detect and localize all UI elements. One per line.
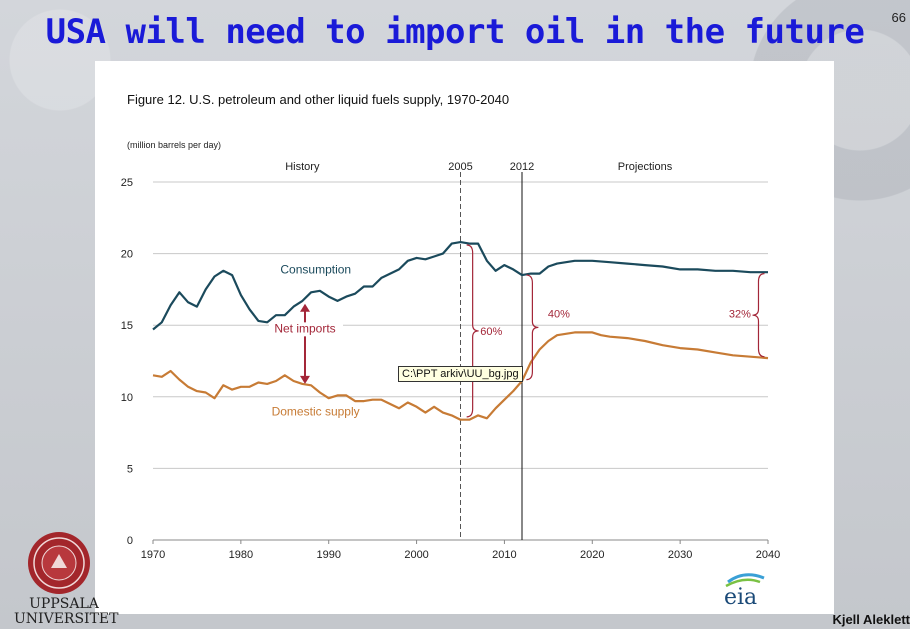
- net-imports-label-bg: [268, 322, 343, 337]
- y-tick-label: 20: [121, 249, 133, 261]
- x-tick-label: 1990: [316, 549, 340, 561]
- brace-2012: [526, 274, 539, 381]
- brace-2040: [752, 273, 765, 358]
- x-tick-label: 1980: [229, 549, 253, 561]
- domestic-supply-label: Domestic supply: [272, 404, 360, 418]
- y-tick-label: 10: [121, 392, 133, 404]
- figure-panel: [95, 61, 834, 614]
- reference-label-2005: 2005: [448, 161, 472, 173]
- university-name: UPPSALA UNIVERSITET: [14, 596, 119, 627]
- net-imports-arrow-head-up: [299, 303, 310, 312]
- brace-2005: [466, 244, 479, 418]
- page-number: 66: [891, 10, 906, 25]
- x-tick-label: 1970: [141, 549, 165, 561]
- y-tick-label: 5: [127, 463, 133, 475]
- net-imports-label: Net imports: [274, 321, 335, 335]
- projections-label: Projections: [618, 161, 673, 173]
- uppsala-seal-icon: [28, 532, 90, 594]
- x-tick-label: 2030: [668, 549, 692, 561]
- chart-units: (million barrels per day): [127, 140, 222, 150]
- slide-title: USA will need to import oil in the futur…: [45, 12, 865, 52]
- x-tick-label: 2040: [756, 549, 780, 561]
- y-tick-label: 0: [127, 535, 133, 547]
- x-tick-label: 2020: [580, 549, 604, 561]
- x-tick-label: 2010: [492, 549, 516, 561]
- domestic-supply-line: [152, 331, 769, 421]
- reference-label-2012: 2012: [510, 161, 534, 173]
- pct-label-2005: 60%: [480, 326, 502, 338]
- chart-title: Figure 12. U.S. petroleum and other liqu…: [127, 92, 510, 107]
- author-name: Kjell Aleklett: [832, 612, 910, 627]
- net-imports-arrow-head-down: [299, 375, 310, 384]
- file-path-tooltip: C:\PPT arkiv\UU_bg.jpg: [398, 366, 523, 382]
- eia-logo-text: eia: [724, 585, 757, 608]
- pct-label-2040: 32%: [729, 309, 751, 321]
- eia-logo-icon: eia: [724, 573, 765, 608]
- consumption-line: [152, 241, 768, 331]
- y-tick-label: 25: [121, 177, 133, 189]
- history-label: History: [285, 161, 320, 173]
- x-tick-label: 2000: [404, 549, 428, 561]
- pct-label-2012: 40%: [548, 309, 570, 321]
- consumption-label: Consumption: [280, 263, 351, 277]
- y-tick-label: 15: [121, 320, 133, 332]
